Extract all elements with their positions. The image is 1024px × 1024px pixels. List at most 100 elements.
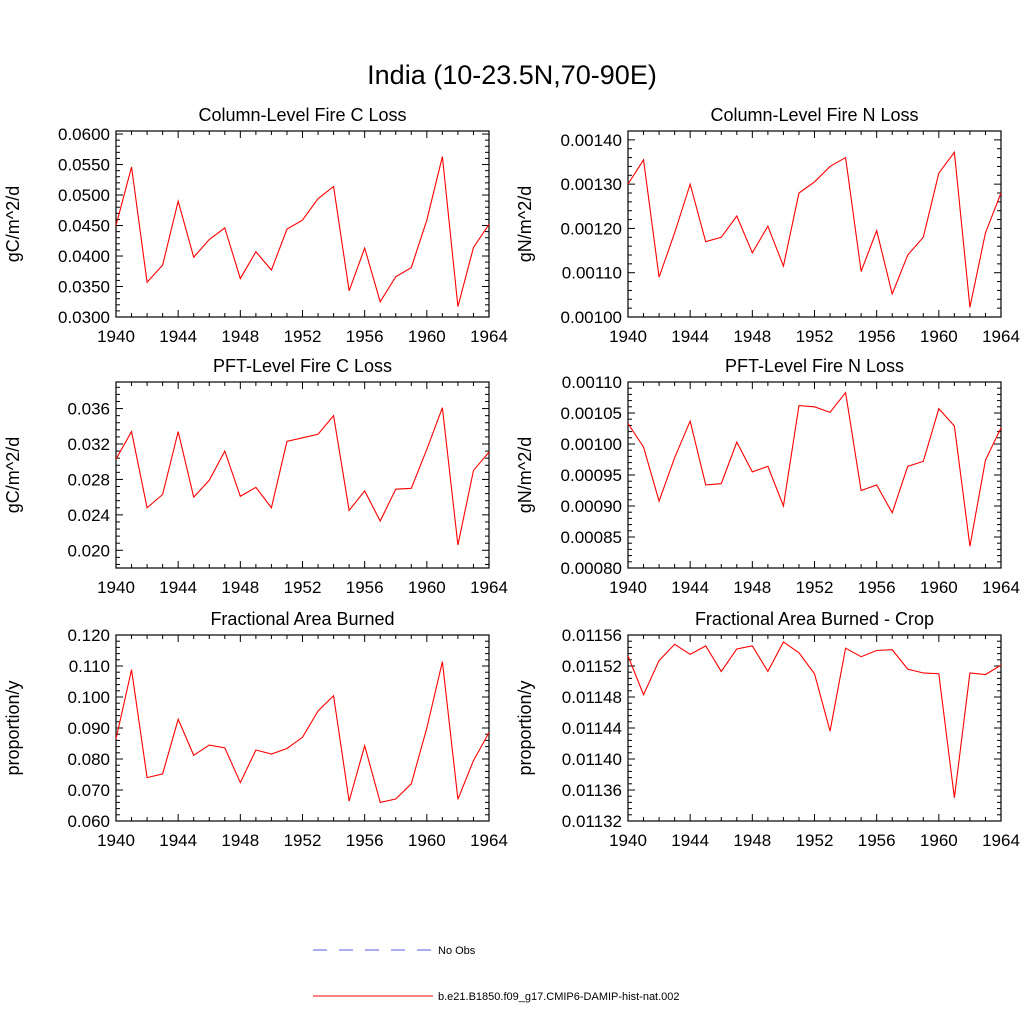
series-line	[115, 156, 490, 307]
x-tick-label: 1956	[858, 578, 896, 597]
x-tick-label: 1940	[97, 327, 135, 346]
y-tick-label: 0.120	[67, 626, 110, 645]
y-tick-label: 0.080	[67, 750, 110, 769]
plot-frame	[627, 130, 1002, 318]
y-tick-label: 0.0350	[58, 278, 110, 297]
y-tick-label: 0.0400	[58, 247, 110, 266]
y-tick-label: 0.00080	[561, 559, 622, 578]
series-line	[115, 407, 490, 546]
y-axis-label: gN/m^2/d	[515, 437, 535, 513]
legend: No Obs b.e21.B1850.f09_g17.CMIP6-DAMIP-h…	[313, 945, 680, 1003]
y-tick-label: 0.0300	[58, 308, 110, 327]
y-tick-label: 0.00110	[562, 373, 622, 392]
y-tick-label: 0.024	[67, 506, 110, 525]
y-axis-label: gN/m^2/d	[515, 186, 535, 262]
y-tick-label: 0.032	[67, 435, 110, 454]
panel-title: Column-Level Fire N Loss	[710, 105, 918, 125]
legend-model-label: b.e21.B1850.f09_g17.CMIP6-DAMIP-hist-nat…	[438, 991, 680, 1003]
panel-title: PFT-Level Fire N Loss	[725, 356, 904, 376]
panel-title: Fractional Area Burned - Crop	[695, 609, 934, 629]
x-tick-label: 1964	[470, 578, 508, 597]
x-tick-label: 1944	[671, 327, 709, 346]
x-tick-label: 1948	[221, 578, 259, 597]
x-tick-label: 1964	[470, 831, 508, 850]
x-tick-label: 1944	[671, 578, 709, 597]
y-tick-label: 0.070	[67, 781, 110, 800]
y-tick-label: 0.01132	[562, 812, 622, 831]
y-axis-label: proportion/y	[515, 680, 535, 775]
x-tick-label: 1948	[221, 327, 259, 346]
y-tick-label: 0.01148	[562, 688, 622, 707]
y-tick-label: 0.0450	[58, 217, 110, 236]
y-axis-label: proportion/y	[3, 680, 23, 775]
y-tick-label: 0.090	[67, 719, 110, 738]
plot-frame	[115, 381, 490, 569]
y-tick-label: 0.00110	[562, 264, 622, 283]
figure-title: India (10-23.5N,70-90E)	[367, 60, 657, 90]
legend-obs-label: No Obs	[438, 945, 476, 957]
y-axis-label: gC/m^2/d	[3, 186, 23, 262]
series-line	[627, 150, 1002, 308]
x-tick-label: 1948	[733, 327, 771, 346]
x-tick-label: 1940	[609, 578, 647, 597]
x-tick-label: 1956	[346, 831, 384, 850]
series-line	[627, 641, 1002, 798]
plot-frame	[627, 381, 1002, 569]
y-tick-label: 0.01156	[562, 626, 622, 645]
x-tick-label: 1952	[284, 327, 322, 346]
x-tick-label: 1956	[346, 327, 384, 346]
x-tick-label: 1948	[733, 578, 771, 597]
x-tick-label: 1960	[920, 578, 958, 597]
x-tick-label: 1944	[159, 327, 197, 346]
x-tick-label: 1964	[982, 327, 1020, 346]
plot-frame	[627, 634, 1002, 822]
y-tick-label: 0.00100	[561, 308, 622, 327]
x-tick-label: 1964	[982, 578, 1020, 597]
y-tick-label: 0.01144	[562, 719, 622, 738]
y-tick-label: 0.0500	[58, 186, 110, 205]
plot-frame	[115, 634, 490, 822]
panel-title: Column-Level Fire C Loss	[198, 105, 406, 125]
x-tick-label: 1944	[159, 831, 197, 850]
y-tick-label: 0.00095	[561, 466, 622, 485]
x-tick-label: 1948	[733, 831, 771, 850]
y-tick-label: 0.00090	[561, 497, 622, 516]
series-line	[115, 661, 490, 804]
y-tick-label: 0.01136	[562, 781, 622, 800]
x-tick-label: 1948	[221, 831, 259, 850]
x-tick-label: 1960	[408, 327, 446, 346]
x-tick-label: 1952	[284, 578, 322, 597]
series-line	[627, 391, 1002, 547]
y-tick-label: 0.060	[67, 812, 110, 831]
x-tick-label: 1956	[346, 578, 384, 597]
y-tick-label: 0.00105	[561, 404, 622, 423]
panel-title: Fractional Area Burned	[210, 609, 394, 629]
chart-panel: Column-Level Fire N Loss gN/m^2/d 1940 1944…	[515, 105, 1020, 346]
y-tick-label: 0.100	[67, 688, 110, 707]
chart-panels: Column-Level Fire C Loss gC/m^2/d 1940 1944…	[3, 105, 1020, 850]
x-tick-label: 1960	[920, 327, 958, 346]
y-tick-label: 0.00140	[561, 131, 622, 150]
y-tick-label: 0.01152	[562, 657, 622, 676]
y-axis-label: gC/m^2/d	[3, 437, 23, 513]
x-tick-label: 1964	[982, 831, 1020, 850]
x-tick-label: 1952	[796, 327, 834, 346]
y-tick-label: 0.00085	[561, 528, 622, 547]
y-tick-label: 0.0600	[58, 125, 110, 144]
chart-panel: Fractional Area Burned - Crop proportion/…	[515, 609, 1020, 850]
panel-title: PFT-Level Fire C Loss	[213, 356, 392, 376]
x-tick-label: 1944	[159, 578, 197, 597]
x-tick-label: 1952	[796, 578, 834, 597]
chart-panel: PFT-Level Fire C Loss gC/m^2/d 1940 1944 194…	[3, 356, 508, 597]
y-tick-label: 0.00100	[561, 435, 622, 454]
x-tick-label: 1956	[858, 831, 896, 850]
y-tick-label: 0.00130	[561, 175, 622, 194]
x-tick-label: 1960	[408, 831, 446, 850]
y-tick-label: 0.028	[67, 470, 110, 489]
plot-frame	[115, 130, 490, 318]
x-tick-label: 1964	[470, 327, 508, 346]
x-tick-label: 1960	[408, 578, 446, 597]
x-tick-label: 1944	[671, 831, 709, 850]
x-tick-label: 1940	[609, 327, 647, 346]
